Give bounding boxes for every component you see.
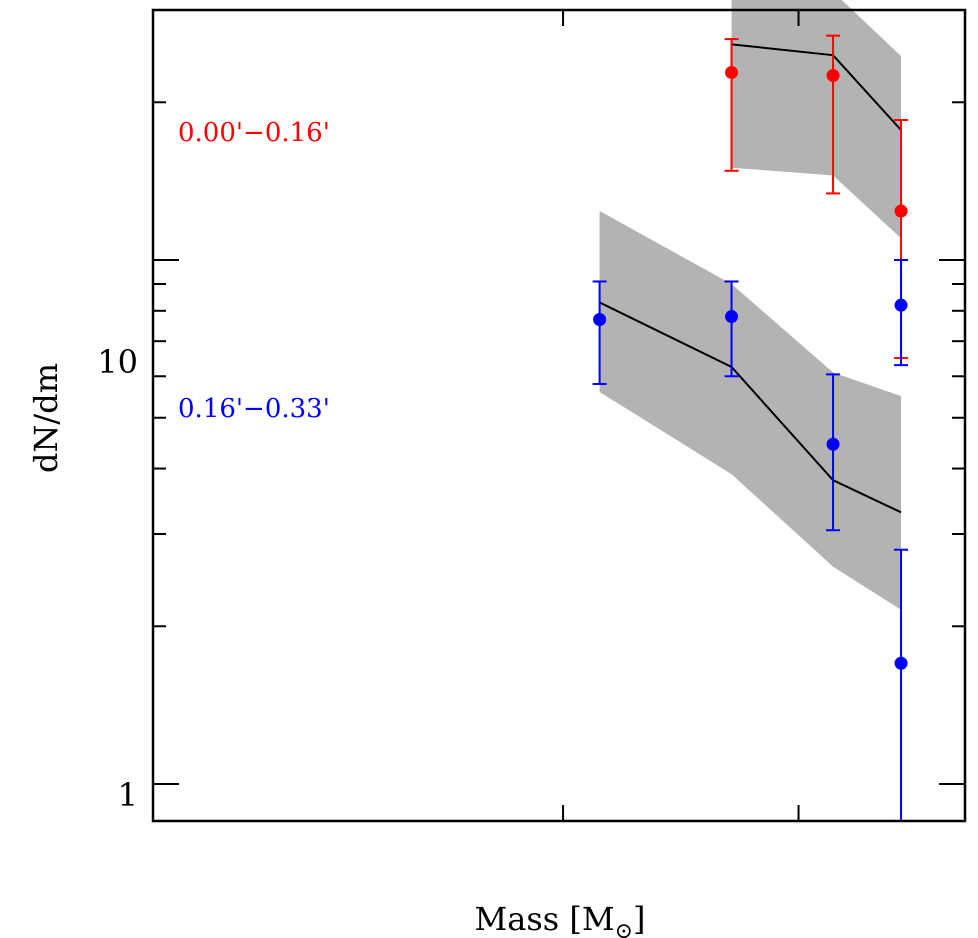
plot-frame <box>151 8 967 823</box>
x-axis-title: Mass [M⊙] <box>474 900 645 938</box>
axis-ticks <box>153 9 965 821</box>
x-axis-title-close: ] <box>633 900 645 938</box>
data-point-series-1-point-0 <box>593 312 607 326</box>
error-bars <box>592 34 909 821</box>
model-band-series-0 <box>731 0 902 239</box>
ytick-label-10: 10 <box>97 343 138 381</box>
model-bands <box>599 0 902 610</box>
data-point-series-1-point-3 <box>894 298 908 312</box>
ytick-label-1: 1 <box>118 776 138 814</box>
data-points <box>593 65 908 670</box>
series-label-inner: 0.00'−0.16' <box>178 118 330 148</box>
data-point-series-0-point-0 <box>725 65 739 79</box>
x-axis-title-text: Mass [M <box>474 900 614 938</box>
data-point-series-1-point-2 <box>826 437 840 451</box>
data-point-series-1-point-4 <box>894 656 908 670</box>
y-axis-title: dN/dm <box>27 363 65 473</box>
series-label-outer: 0.16'−0.33' <box>178 394 330 424</box>
model-band-series-1 <box>599 211 902 610</box>
model-line-series-1 <box>599 301 902 514</box>
data-point-series-1-point-1 <box>725 310 739 324</box>
data-point-series-0-point-2 <box>894 204 908 218</box>
data-point-series-0-point-1 <box>826 68 840 82</box>
solar-symbol-icon: ⊙ <box>615 919 633 938</box>
